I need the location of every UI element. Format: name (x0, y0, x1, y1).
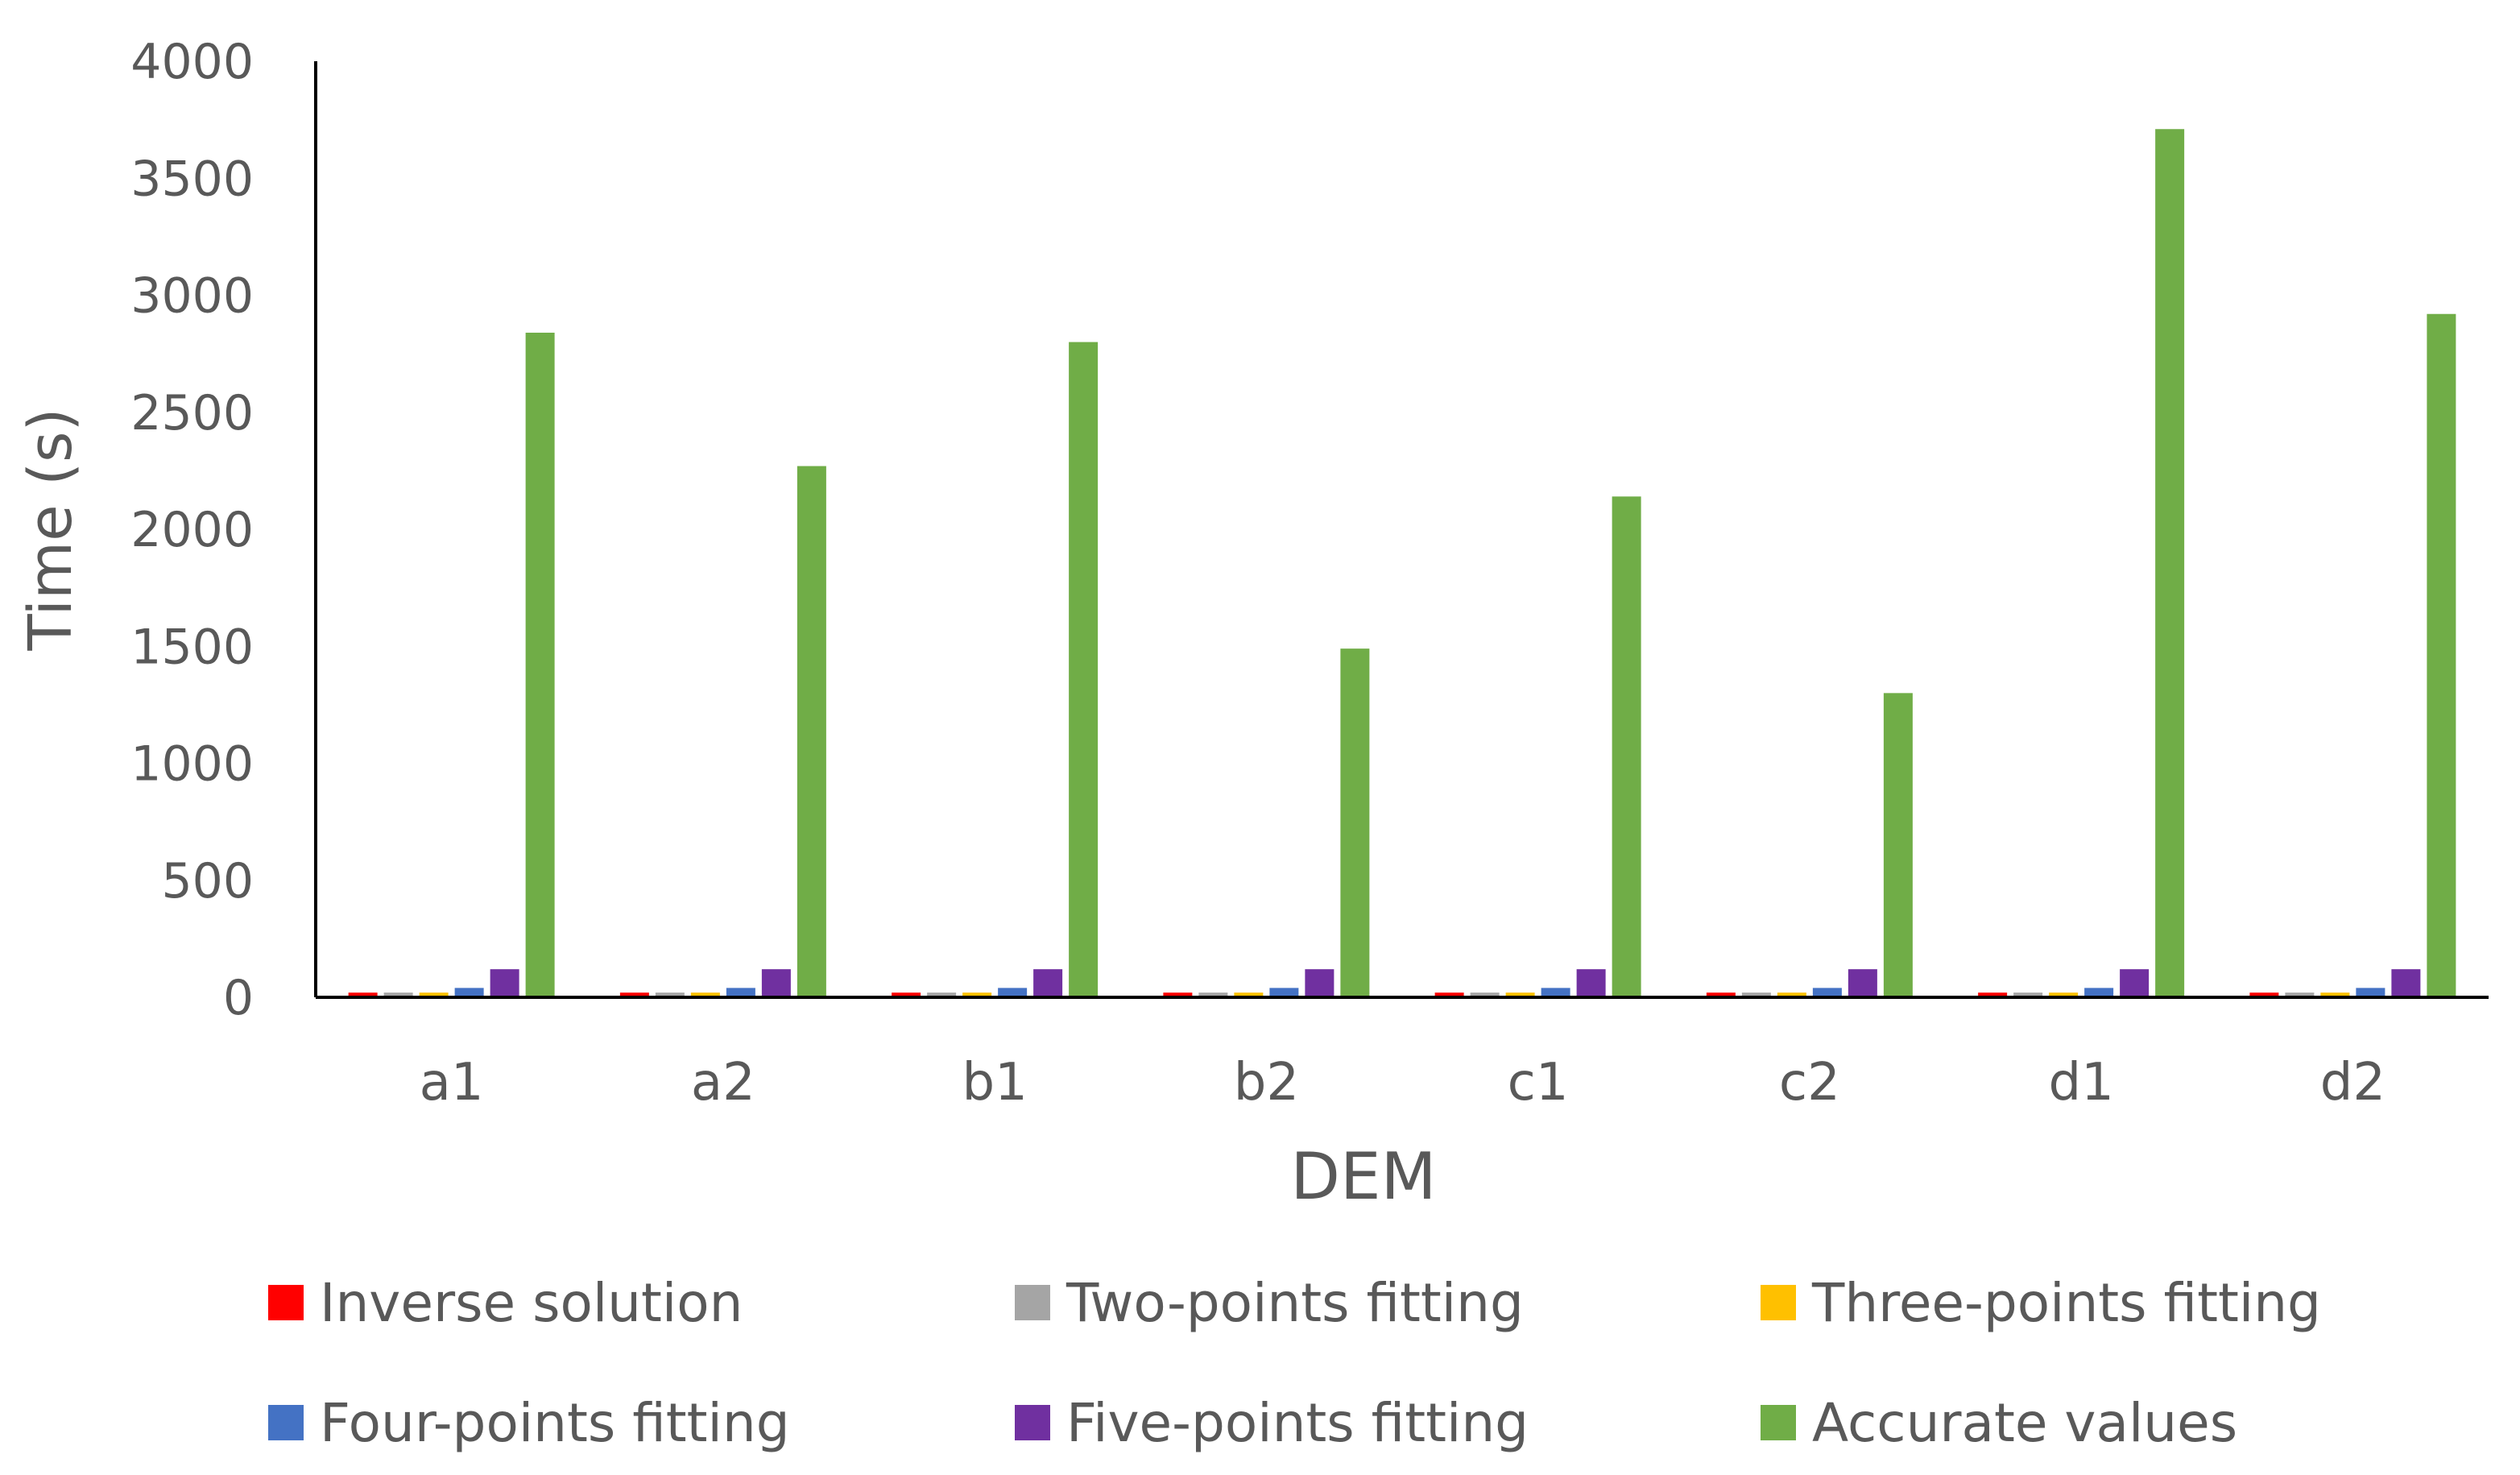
y-tick-label: 3000 (130, 268, 254, 325)
bar-d2-five-points-fitting (2391, 969, 2421, 997)
bar-a2-three-points-fitting (690, 992, 720, 997)
bar-d1-three-points-fitting (2049, 992, 2079, 997)
bar-a2-accurate-values (797, 466, 826, 997)
bar-d2-four-points-fitting (2356, 988, 2386, 997)
bar-b2-four-points-fitting (1269, 988, 1299, 997)
x-axis-label: DEM (1290, 1139, 1436, 1214)
legend: Inverse solution Two-points fitting Three-… (268, 1272, 2321, 1454)
bar-b2-two-points-fitting (1198, 992, 1228, 997)
bar-a2-two-points-fitting (655, 992, 685, 997)
bar-d1-five-points-fitting (2120, 969, 2150, 997)
bar-c1-two-points-fitting (1470, 992, 1500, 997)
bar-b2-five-points-fitting (1305, 969, 1334, 997)
bar-a1-three-points-fitting (419, 992, 449, 997)
legend-label-three-points-fitting: Three-points fitting (1811, 1272, 2321, 1334)
bar-c2-four-points-fitting (1812, 988, 1842, 997)
x-tick-label: b2 (1234, 1053, 1299, 1112)
bar-b1-five-points-fitting (1033, 969, 1063, 997)
x-tick-label: d2 (2320, 1053, 2386, 1112)
x-tick-label: c2 (1779, 1053, 1840, 1112)
y-axis-ticks: 0 500 1000 1500 2000 2500 3000 3500 4000 (130, 34, 254, 1026)
legend-swatch-two-points-fitting (1015, 1285, 1050, 1320)
bar-d1-inverse-solution (1978, 992, 2008, 997)
bar-c1-accurate-values (1612, 496, 1641, 997)
y-tick-label: 500 (161, 853, 254, 909)
bar-a2-four-points-fitting (726, 988, 755, 997)
y-tick-label: 1500 (130, 619, 254, 675)
bar-b1-two-points-fitting (927, 992, 957, 997)
bar-d1-accurate-values (2155, 129, 2185, 997)
bar-c1-four-points-fitting (1541, 988, 1570, 997)
bar-c1-three-points-fitting (1505, 992, 1535, 997)
bar-c2-five-points-fitting (1848, 969, 1877, 997)
bar-b2-three-points-fitting (1234, 992, 1264, 997)
bar-b1-accurate-values (1069, 342, 1099, 998)
legend-label-four-points-fitting: Four-points fitting (320, 1392, 790, 1454)
legend-label-two-points-fitting: Two-points fitting (1066, 1272, 1524, 1334)
legend-swatch-inverse-solution (268, 1285, 304, 1320)
bar-c1-inverse-solution (1434, 992, 1464, 997)
y-axis-label: Time (s) (16, 408, 85, 652)
y-tick-label: 3500 (130, 151, 254, 207)
x-tick-label: d1 (2048, 1053, 2113, 1112)
bar-b1-four-points-fitting (998, 988, 1028, 997)
bar-a2-five-points-fitting (761, 969, 791, 997)
bar-c1-five-points-fitting (1576, 969, 1606, 997)
bar-d2-two-points-fitting (2285, 992, 2315, 997)
bar-a1-five-points-fitting (490, 969, 519, 997)
bar-d2-inverse-solution (2249, 992, 2279, 997)
x-tick-label: c1 (1508, 1053, 1569, 1112)
bar-c2-accurate-values (1883, 693, 1913, 997)
bar-c2-inverse-solution (1706, 992, 1736, 997)
bar-d1-two-points-fitting (2013, 992, 2043, 997)
x-axis-ticks: a1 a2 b1 b2 c1 c2 d1 d2 (420, 1053, 2386, 1112)
legend-label-accurate-values: Accurate values (1812, 1392, 2237, 1454)
bar-a1-two-points-fitting (383, 992, 413, 997)
bar-d1-four-points-fitting (2084, 988, 2114, 997)
x-tick-label: a2 (691, 1053, 755, 1112)
bar-a2-inverse-solution (619, 992, 649, 997)
x-tick-label: b1 (962, 1053, 1027, 1112)
legend-label-five-points-fitting: Five-points fitting (1066, 1392, 1529, 1454)
bar-b1-three-points-fitting (962, 992, 992, 997)
y-tick-label: 2000 (130, 502, 254, 558)
bar-b2-accurate-values (1340, 648, 1370, 997)
legend-label-inverse-solution: Inverse solution (320, 1272, 743, 1334)
bar-d2-accurate-values (2427, 313, 2456, 997)
y-tick-label: 2500 (130, 385, 254, 441)
bar-c2-two-points-fitting (1741, 992, 1771, 997)
y-tick-label: 4000 (130, 34, 254, 90)
bar-c2-three-points-fitting (1777, 992, 1806, 997)
bar-a1-inverse-solution (348, 992, 378, 997)
legend-swatch-five-points-fitting (1015, 1405, 1050, 1440)
legend-swatch-accurate-values (1761, 1405, 1796, 1440)
y-tick-label: 1000 (130, 736, 254, 793)
bar-a1-four-points-fitting (454, 988, 484, 997)
bar-b2-inverse-solution (1163, 992, 1193, 997)
plot-area (348, 129, 2456, 998)
legend-swatch-three-points-fitting (1761, 1285, 1796, 1320)
bar-d2-three-points-fitting (2320, 992, 2350, 997)
bar-b1-inverse-solution (892, 992, 921, 997)
legend-swatch-four-points-fitting (268, 1405, 304, 1440)
bar-a1-accurate-values (525, 332, 555, 998)
x-tick-label: a1 (420, 1053, 484, 1112)
y-tick-label: 0 (223, 970, 254, 1026)
